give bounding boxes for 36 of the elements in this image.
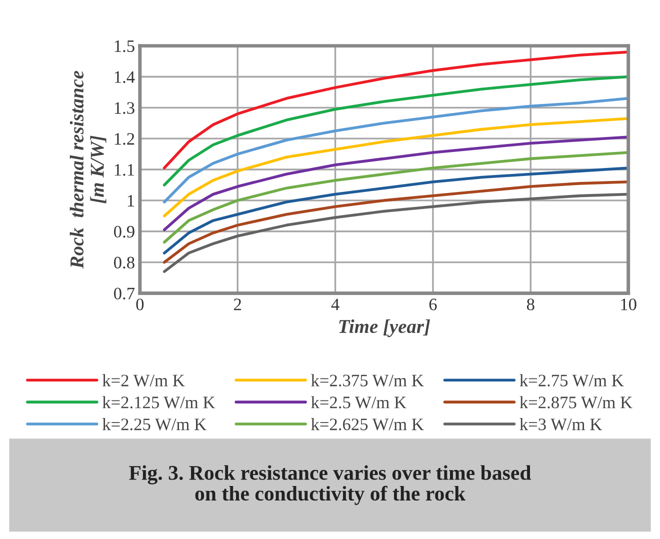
y-tick-label: 0.9 xyxy=(114,226,134,238)
legend-label: k=2.375 W/m K xyxy=(311,374,424,386)
x-tick-label: 0 xyxy=(136,298,144,310)
legend-label: k=3 W/m K xyxy=(520,418,602,430)
line-series xyxy=(162,97,628,204)
line-series xyxy=(162,192,628,273)
line-series xyxy=(162,151,628,244)
legend-label: k=2 W/m K xyxy=(102,374,185,386)
legend-label: k=2.75 W/m K xyxy=(520,374,624,386)
line-series xyxy=(162,50,628,170)
legend-label: k=2.125 W/m K xyxy=(102,396,216,408)
line-series xyxy=(162,180,628,264)
y-axis-title: Rock thermal resistance [m K/W] xyxy=(70,70,106,269)
y-tick-label: 1 xyxy=(128,195,134,206)
y-tick-label: 1.3 xyxy=(114,102,134,114)
x-tick-label: 10 xyxy=(621,298,636,310)
line-series xyxy=(162,136,628,232)
line-series xyxy=(162,75,628,186)
y-tick-label: 1.5 xyxy=(114,40,134,52)
x-tick-label: 8 xyxy=(526,298,534,310)
legend-label: k=2.875 W/m K xyxy=(520,396,632,408)
legend-label: k=2.625 W/m K xyxy=(311,418,424,430)
x-axis-title: Time [year] xyxy=(339,319,430,338)
line-series xyxy=(162,117,628,218)
y-tick-label: 1.1 xyxy=(114,164,134,176)
x-tick-label: 6 xyxy=(429,298,437,310)
legend-label: k=2.25 W/m K xyxy=(102,418,206,430)
x-tick-label: 2 xyxy=(234,298,241,310)
x-tick-label: 4 xyxy=(331,298,340,310)
y-tick-label: 1.2 xyxy=(114,133,134,145)
line-series xyxy=(162,166,628,254)
y-tick-label: 0.7 xyxy=(114,288,135,300)
caption: Fig. 3. Rock resistance varies over time based on the conductivity of the rock xyxy=(129,465,532,505)
legend-label: k=2.5 W/m K xyxy=(311,396,406,408)
y-tick-label: 1.4 xyxy=(114,71,135,84)
y-tick-label: 0.8 xyxy=(114,256,134,269)
